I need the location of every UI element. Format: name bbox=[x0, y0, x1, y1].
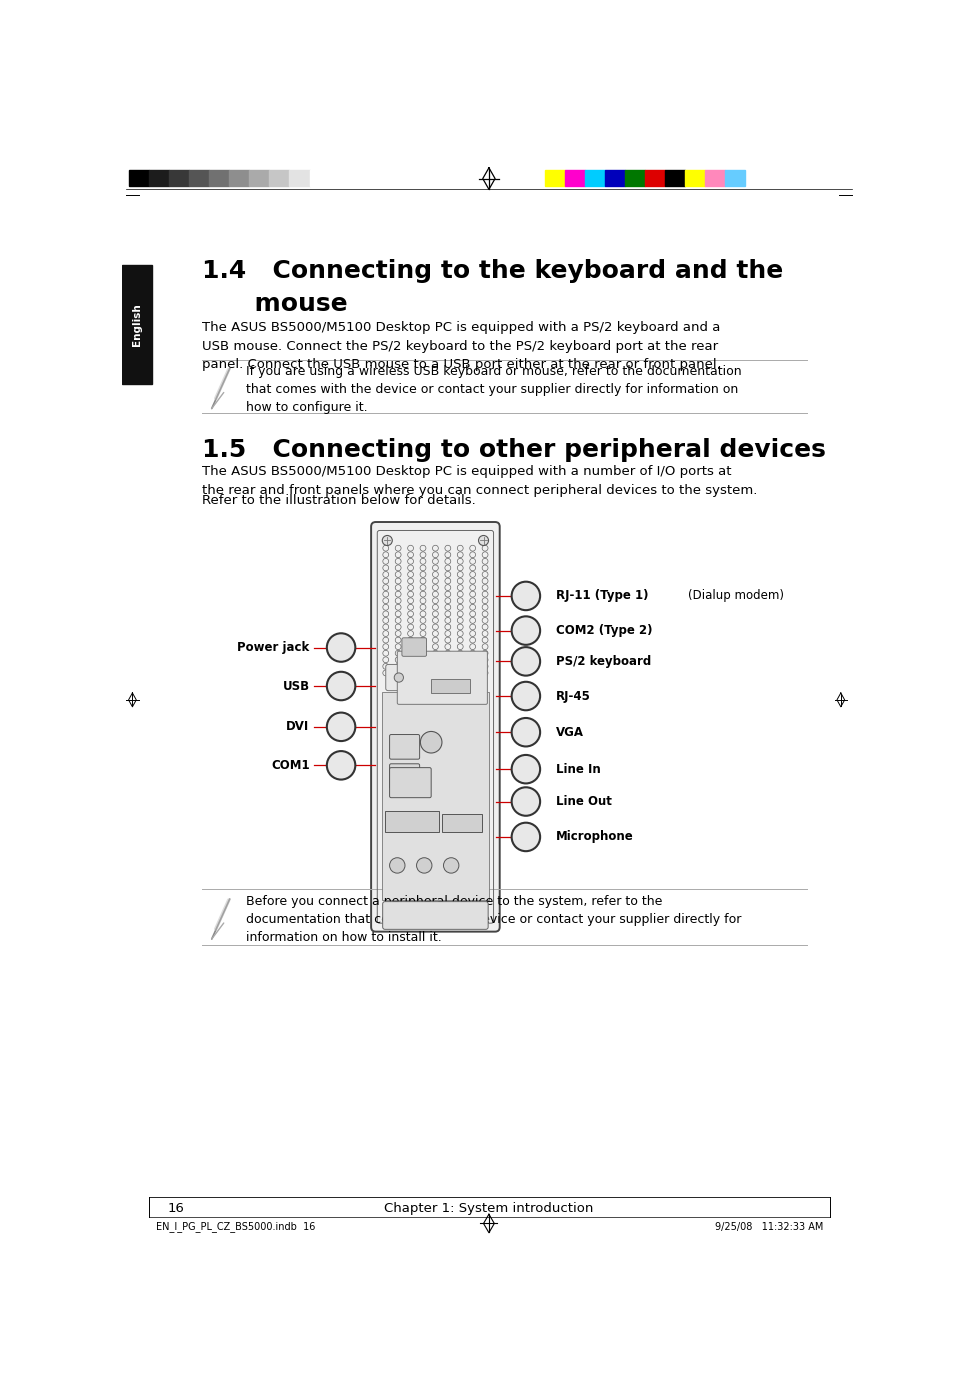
Text: DVI: DVI bbox=[286, 720, 309, 734]
Text: If you are using a wireless USB keyboard or mouse, refer to the documentation
th: If you are using a wireless USB keyboard… bbox=[246, 365, 741, 413]
Text: 16: 16 bbox=[168, 1201, 185, 1215]
FancyBboxPatch shape bbox=[389, 735, 419, 759]
Bar bbox=[664, 170, 684, 185]
Text: 1.5   Connecting to other peripheral devices: 1.5 Connecting to other peripheral devic… bbox=[202, 438, 825, 462]
Bar bbox=[229, 170, 249, 185]
Bar bbox=[704, 170, 724, 185]
Text: 1.4   Connecting to the keyboard and the: 1.4 Connecting to the keyboard and the bbox=[202, 259, 783, 284]
FancyBboxPatch shape bbox=[389, 764, 419, 788]
Circle shape bbox=[478, 536, 488, 546]
Circle shape bbox=[511, 682, 539, 710]
Circle shape bbox=[511, 823, 539, 851]
FancyBboxPatch shape bbox=[385, 664, 484, 690]
Circle shape bbox=[511, 582, 539, 610]
Bar bbox=[289, 170, 309, 185]
Bar bbox=[724, 170, 744, 185]
Text: Line Out: Line Out bbox=[556, 795, 611, 807]
Circle shape bbox=[511, 754, 539, 784]
Text: Chapter 1: System introduction: Chapter 1: System introduction bbox=[384, 1201, 593, 1215]
Text: Power jack: Power jack bbox=[237, 642, 309, 654]
Text: EN_I_PG_PL_CZ_BS5000.indb  16: EN_I_PG_PL_CZ_BS5000.indb 16 bbox=[156, 1221, 315, 1232]
Text: Before you connect a peripheral device to the system, refer to the
documentation: Before you connect a peripheral device t… bbox=[246, 895, 741, 944]
Bar bbox=[441, 814, 481, 832]
Text: USB: USB bbox=[282, 679, 309, 692]
Bar bbox=[684, 170, 704, 185]
Bar bbox=[210, 170, 229, 185]
Bar bbox=[385, 810, 438, 832]
Text: RJ-11 (Type 1): RJ-11 (Type 1) bbox=[556, 589, 648, 603]
Circle shape bbox=[389, 857, 405, 873]
Text: Microphone: Microphone bbox=[556, 831, 633, 844]
Text: The ASUS BS5000/M5100 Desktop PC is equipped with a PS/2 keyboard and a
USB mous: The ASUS BS5000/M5100 Desktop PC is equi… bbox=[202, 322, 720, 372]
FancyBboxPatch shape bbox=[389, 767, 431, 798]
Text: (Dialup modem): (Dialup modem) bbox=[687, 589, 782, 603]
Bar bbox=[381, 692, 488, 901]
Bar bbox=[644, 170, 664, 185]
Bar bbox=[309, 170, 329, 185]
Bar bbox=[431, 679, 469, 693]
Circle shape bbox=[416, 857, 432, 873]
Text: RJ-45: RJ-45 bbox=[556, 689, 590, 703]
Circle shape bbox=[394, 672, 403, 682]
Circle shape bbox=[420, 731, 441, 753]
Bar bbox=[150, 170, 170, 185]
Bar bbox=[604, 170, 624, 185]
Circle shape bbox=[382, 536, 392, 546]
Circle shape bbox=[327, 752, 355, 780]
Circle shape bbox=[443, 857, 458, 873]
Text: The ASUS BS5000/M5100 Desktop PC is equipped with a number of I/O ports at
the r: The ASUS BS5000/M5100 Desktop PC is equi… bbox=[202, 465, 757, 497]
Bar bbox=[130, 170, 150, 185]
Circle shape bbox=[511, 718, 539, 746]
FancyBboxPatch shape bbox=[396, 651, 487, 704]
Bar bbox=[624, 170, 644, 185]
Text: English: English bbox=[132, 303, 142, 345]
Text: Line In: Line In bbox=[556, 763, 600, 775]
Circle shape bbox=[327, 633, 355, 661]
Circle shape bbox=[511, 788, 539, 816]
Text: Refer to the illustration below for details.: Refer to the illustration below for deta… bbox=[202, 494, 476, 507]
Bar bbox=[544, 170, 564, 185]
Circle shape bbox=[327, 672, 355, 700]
Text: VGA: VGA bbox=[556, 725, 583, 739]
Bar bbox=[584, 170, 604, 185]
Text: mouse: mouse bbox=[202, 292, 348, 316]
Bar bbox=[269, 170, 289, 185]
Bar bbox=[564, 170, 584, 185]
Bar bbox=[249, 170, 269, 185]
Text: PS/2 keyboard: PS/2 keyboard bbox=[556, 654, 651, 668]
Text: COM2 (Type 2): COM2 (Type 2) bbox=[556, 624, 652, 638]
Bar bbox=[190, 170, 210, 185]
FancyBboxPatch shape bbox=[371, 522, 499, 931]
Text: 9/25/08   11:32:33 AM: 9/25/08 11:32:33 AM bbox=[715, 1222, 823, 1232]
Circle shape bbox=[327, 713, 355, 741]
Circle shape bbox=[511, 647, 539, 675]
Text: COM1: COM1 bbox=[271, 759, 309, 771]
Bar bbox=[170, 170, 190, 185]
FancyBboxPatch shape bbox=[401, 638, 426, 656]
FancyBboxPatch shape bbox=[382, 902, 488, 930]
Bar bbox=[122, 264, 152, 384]
Circle shape bbox=[511, 617, 539, 644]
